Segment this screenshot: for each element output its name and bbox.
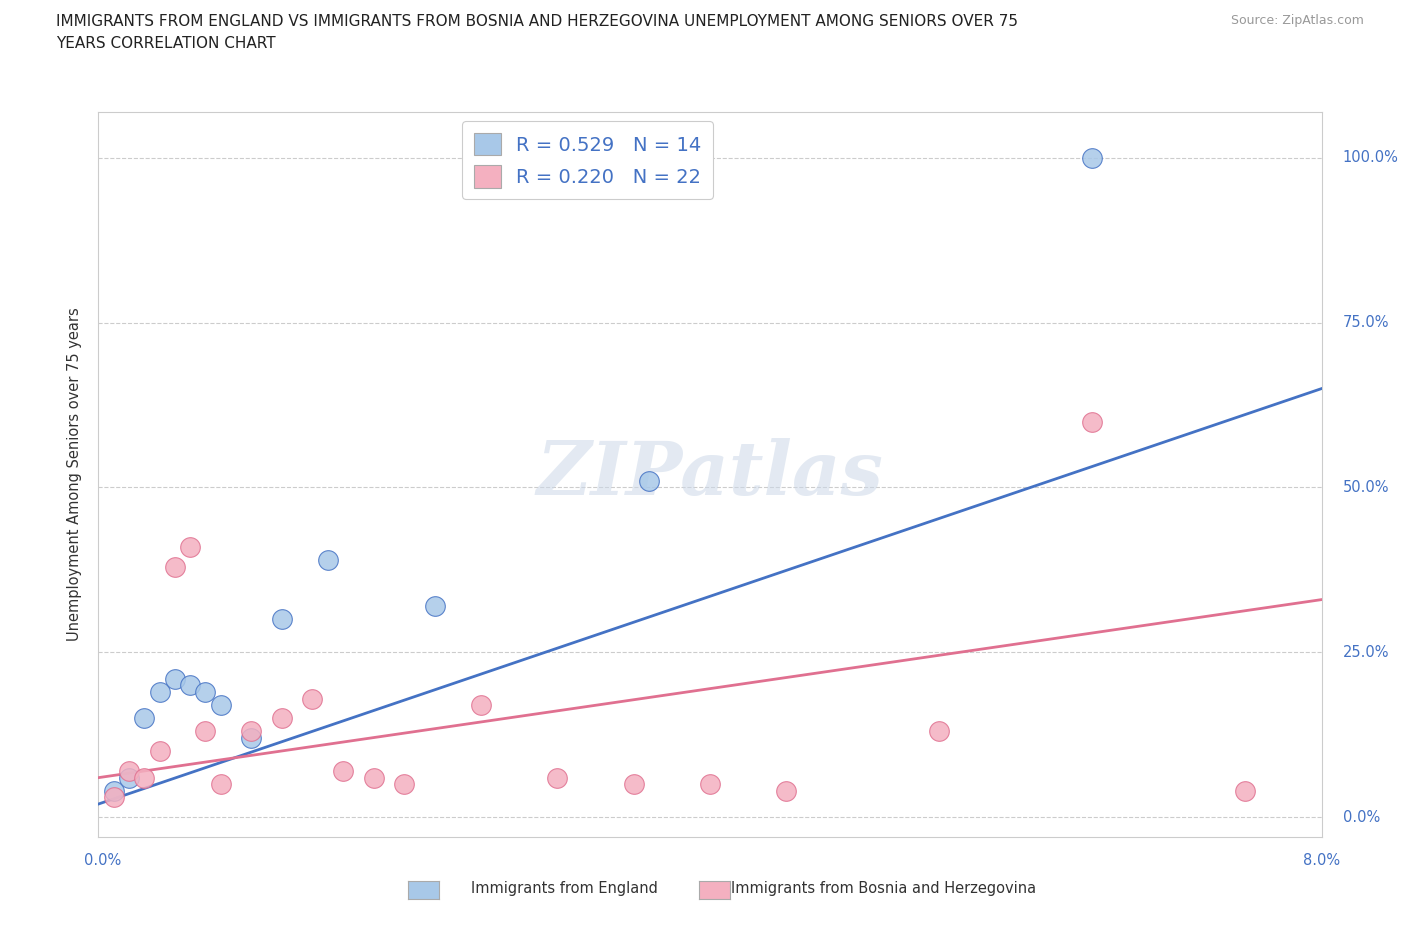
- Text: 100.0%: 100.0%: [1343, 151, 1399, 166]
- Text: Immigrants from Bosnia and Herzegovina: Immigrants from Bosnia and Herzegovina: [731, 881, 1036, 896]
- Point: [1234, 783, 1257, 798]
- Point: [149, 684, 172, 699]
- Point: [270, 612, 294, 627]
- Point: [103, 790, 125, 804]
- Point: [546, 770, 568, 785]
- Point: [301, 691, 323, 706]
- Point: [699, 777, 721, 791]
- Point: [240, 731, 263, 746]
- Text: 50.0%: 50.0%: [1343, 480, 1389, 495]
- Point: [240, 724, 263, 739]
- Point: [118, 764, 141, 778]
- Point: [179, 678, 201, 693]
- Text: 8.0%: 8.0%: [1303, 853, 1340, 868]
- Point: [134, 711, 156, 725]
- Text: IMMIGRANTS FROM ENGLAND VS IMMIGRANTS FROM BOSNIA AND HERZEGOVINA UNEMPLOYMENT A: IMMIGRANTS FROM ENGLAND VS IMMIGRANTS FR…: [56, 14, 1018, 51]
- Point: [928, 724, 950, 739]
- Point: [270, 711, 294, 725]
- Point: [423, 599, 446, 614]
- Point: [470, 698, 492, 712]
- Text: 25.0%: 25.0%: [1343, 644, 1389, 660]
- Point: [363, 770, 385, 785]
- Point: [118, 770, 141, 785]
- Point: [163, 671, 186, 686]
- Point: [1081, 151, 1104, 166]
- Text: Immigrants from England: Immigrants from England: [471, 881, 658, 896]
- Point: [637, 473, 661, 488]
- Point: [1081, 414, 1104, 429]
- Point: [149, 744, 172, 759]
- Legend: R = 0.529   N = 14, R = 0.220   N = 22: R = 0.529 N = 14, R = 0.220 N = 22: [463, 121, 713, 199]
- Point: [209, 777, 232, 791]
- Point: [179, 539, 201, 554]
- Point: [775, 783, 797, 798]
- Point: [194, 724, 217, 739]
- Text: 0.0%: 0.0%: [1343, 810, 1379, 825]
- Text: 75.0%: 75.0%: [1343, 315, 1389, 330]
- Point: [392, 777, 416, 791]
- Point: [194, 684, 217, 699]
- Point: [163, 559, 186, 574]
- Text: Source: ZipAtlas.com: Source: ZipAtlas.com: [1230, 14, 1364, 27]
- Point: [209, 698, 232, 712]
- Text: 0.0%: 0.0%: [84, 853, 121, 868]
- Point: [316, 552, 339, 567]
- Point: [134, 770, 156, 785]
- Text: ZIPatlas: ZIPatlas: [537, 438, 883, 511]
- Y-axis label: Unemployment Among Seniors over 75 years: Unemployment Among Seniors over 75 years: [67, 308, 83, 641]
- Point: [103, 783, 125, 798]
- Point: [623, 777, 645, 791]
- Point: [332, 764, 354, 778]
